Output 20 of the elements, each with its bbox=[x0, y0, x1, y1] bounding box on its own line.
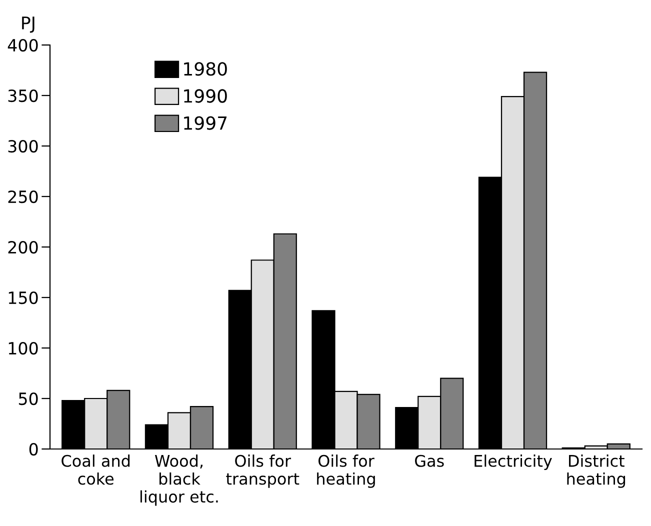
y-tick-label: 100 bbox=[8, 342, 38, 355]
legend-label: 1997 bbox=[184, 116, 227, 130]
x-tick-label: Wood, black liquor etc. bbox=[140, 454, 218, 506]
y-tick-label: 350 bbox=[8, 89, 38, 102]
legend-label: 1990 bbox=[184, 89, 227, 103]
x-tick-label: District heating bbox=[567, 454, 626, 488]
y-tick-label: 400 bbox=[8, 38, 38, 52]
y-tick-label: 200 bbox=[8, 240, 38, 254]
y-tick-label: 0 bbox=[29, 442, 38, 456]
y-tick-label: 300 bbox=[8, 140, 38, 153]
y-tick-label: 150 bbox=[8, 291, 38, 304]
x-tick-label: Gas bbox=[415, 454, 444, 467]
legend-label: 1980 bbox=[184, 62, 227, 76]
y-axis-title: PJ bbox=[22, 16, 34, 33]
y-tick-label: 50 bbox=[18, 392, 38, 406]
x-tick-label: Coal and coke bbox=[62, 454, 130, 485]
x-tick-label: Oils for transport bbox=[226, 454, 300, 488]
x-tick-label: Oils for heating bbox=[317, 454, 375, 488]
x-tick-label: Electricity bbox=[474, 454, 552, 470]
y-tick-label: 250 bbox=[8, 190, 38, 204]
